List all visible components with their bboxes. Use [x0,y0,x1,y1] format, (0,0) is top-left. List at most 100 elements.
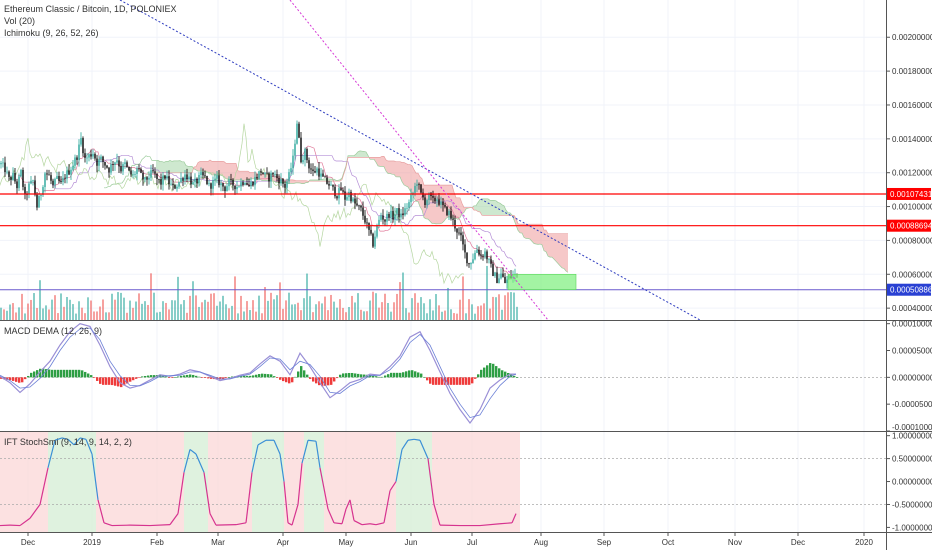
macd-histogram-bar [105,377,108,385]
x-tick-label: Dec [791,538,805,547]
cloud-segment [388,161,390,174]
macd-histogram-bar [267,374,270,378]
price-candle [264,172,266,178]
cloud-segment [168,160,170,173]
cloud-segment [394,161,396,177]
cloud-segment [208,160,210,173]
macd-histogram-bar [210,377,213,379]
target-zone[interactable] [507,273,577,291]
macd-histogram-bar [441,377,444,385]
volume-bar [237,313,239,320]
price-candle [332,184,334,191]
stoch-line-segment [433,504,441,526]
stoch-band [380,432,384,532]
volume-bar [363,311,365,320]
stoch-band [28,432,32,532]
price-candle [460,226,462,242]
cloud-segment [196,162,198,172]
price-candle [34,175,36,197]
macd-histogram-bar [249,375,252,378]
macd-histogram-bar [351,372,354,378]
price-candle [76,155,78,165]
macd-indicator-label[interactable]: MACD DEMA (12, 26, 9) [4,326,102,336]
stoch-band [220,432,224,532]
stoch-band [36,432,40,532]
stoch-indicator-label[interactable]: IFT StochSmi (9, 14, 9, 14, 2, 2) [4,437,132,447]
price-candle [166,170,168,181]
volume-bar [447,287,449,320]
price-candle [32,179,34,186]
volume-bar [354,302,356,320]
price-candle [238,185,240,188]
stoch-band [296,432,300,532]
cloud-segment [530,224,532,242]
volume-bar [159,311,161,320]
cloud-segment [506,210,508,216]
volume-bar [408,312,410,320]
price-candle [310,163,312,175]
volume-bar [126,312,128,320]
price-candle [230,173,232,185]
volume-bar [210,293,212,320]
price-candle [294,139,296,161]
macd-histogram-bar [252,375,255,378]
price-candle [278,174,280,190]
price-candle [204,170,206,179]
macd-histogram-bar [111,377,114,386]
volume-bar [117,292,119,320]
blue-trendline[interactable] [119,0,701,320]
stoch-band [8,432,12,532]
price-candle [44,171,46,193]
price-candle [396,207,398,221]
price-candle [22,167,24,191]
macd-histogram-bar [495,366,498,378]
volume-bar [468,299,470,320]
volume-indicator-label[interactable]: Vol (20) [4,16,35,26]
stoch-band [372,432,376,532]
stoch-band [280,432,284,532]
volume-bar [345,312,347,320]
volume-bar [174,300,176,320]
price-candle [108,166,110,178]
price-candle [228,176,230,191]
macd-histogram-bar [279,377,282,380]
stoch-line-segment [349,499,355,521]
price-candle [398,203,400,223]
macd-histogram-bar [201,377,204,378]
macd-histogram-bar [480,369,483,378]
volume-bar [315,304,317,320]
price-candle [18,173,20,192]
price-candle [498,273,500,284]
volume-bar [243,311,245,320]
main-y-tick: 0.00140000 [892,135,932,144]
price-candle [42,185,44,198]
cloud-segment [262,174,264,181]
price-badge: 0.00107431 [887,187,932,200]
cloud-segment [390,161,392,175]
macd-histogram-bar [438,377,441,385]
stoch-line-segment [511,513,517,524]
stoch-line-segment [383,490,391,523]
price-candle [146,175,148,186]
stoch-band [64,432,68,532]
stoch-band [512,432,516,532]
price-candle [364,209,366,225]
stoch-band [144,432,148,532]
price-candle [290,162,292,176]
price-candle [470,262,472,270]
trendlines[interactable] [119,0,701,320]
macd-histogram-bar [516,377,519,378]
stoch-band [260,432,264,532]
ichimoku-indicator-label[interactable]: Ichimoku (9, 26, 52, 26) [4,28,99,38]
macd-histogram-bar [255,374,258,378]
volume-bar [162,301,164,320]
magenta-trendline[interactable] [289,0,549,320]
macd-histogram-bar [78,369,81,378]
price-candle [494,271,496,278]
cloud-segment [528,224,530,240]
price-candle [492,260,494,277]
stoch-band [248,432,252,532]
price-levels[interactable] [0,193,886,291]
stoch-band [124,432,128,532]
